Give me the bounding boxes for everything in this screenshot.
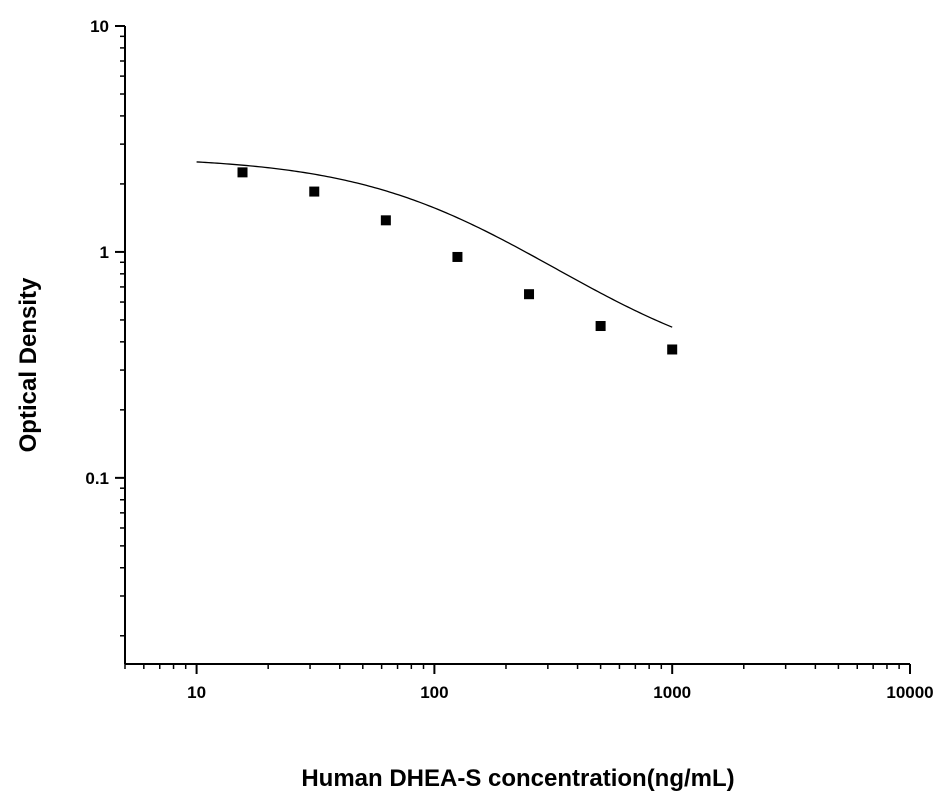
x-ticks: 10 100 1000 10000: [124, 664, 934, 702]
data-point-marker: [380, 215, 391, 226]
x-tick-label: 10: [187, 683, 206, 702]
data-point-marker: [309, 186, 320, 197]
fit-curve-line: [196, 161, 673, 328]
y-axis: 0.1 1 10: [85, 17, 126, 664]
data-point-marker: [452, 251, 463, 262]
data-point-marker: [524, 289, 535, 300]
x-tick-label: 10000: [886, 683, 933, 702]
x-axis-title: Human DHEA-S concentration(ng/mL): [301, 765, 734, 792]
y-ticks: 0.1 1 10: [85, 17, 125, 637]
y-tick-label: 1: [100, 243, 109, 262]
data-point-marker: [595, 321, 606, 332]
x-tick-label: 100: [420, 683, 448, 702]
y-tick-label: 10: [90, 17, 109, 36]
data-points: [237, 167, 678, 355]
x-tick-label: 1000: [653, 683, 691, 702]
y-tick-label: 0.1: [85, 469, 109, 488]
y-axis-title: Optical Density: [15, 277, 42, 452]
data-point-marker: [237, 167, 248, 178]
x-axis: 10 100 1000 10000: [124, 663, 934, 702]
fit-curve-layer: [196, 161, 673, 328]
data-point-marker: [667, 344, 678, 355]
